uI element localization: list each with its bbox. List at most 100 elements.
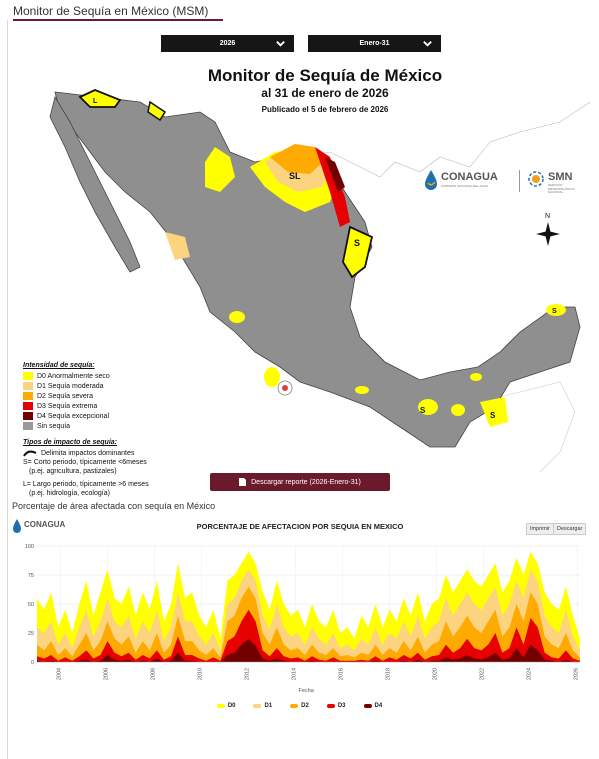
- download-report-button[interactable]: Descargar reporte (2026-Enero-31): [210, 473, 390, 491]
- drought-d0-area: [78, 89, 122, 108]
- legend-label: Delimita impactos dominantes: [41, 449, 135, 457]
- smn-sun-icon: [528, 171, 544, 187]
- chart-legend-item-d3[interactable]: D3: [326, 703, 346, 709]
- smn-logo-subtext: SERVICIO METEOROLÓGICO NACIONAL: [548, 183, 575, 194]
- conagua-drop-icon: [13, 519, 21, 533]
- year-select[interactable]: 2026: [161, 35, 294, 52]
- y-tick-label: 0: [31, 660, 34, 666]
- x-tick-label: 2014: [292, 668, 298, 680]
- drought-d0-area: [470, 373, 482, 381]
- chart-legend-label: D0: [227, 703, 236, 709]
- drought-d2-area: [270, 144, 325, 174]
- download-chart-button[interactable]: Descargar: [553, 523, 587, 535]
- smn-logo: SMN SERVICIO METEOROLÓGICO NACIONAL: [527, 168, 587, 196]
- central-america-outline: [479, 381, 576, 473]
- date-select[interactable]: Enero-31: [308, 35, 441, 52]
- chevron-down-icon: [423, 41, 432, 47]
- chart-legend-label: D3: [337, 703, 346, 709]
- drought-d3-area: [315, 147, 350, 227]
- logo-separator: [519, 170, 520, 192]
- legend-swatch: [363, 704, 372, 708]
- x-tick-label: 2018: [386, 668, 392, 680]
- chart-legend-item-d4[interactable]: D4: [363, 703, 383, 709]
- legend-swatch: [23, 422, 33, 430]
- y-tick-label: 25: [28, 631, 34, 637]
- title-underline: [13, 19, 223, 21]
- area-series-d4: [37, 638, 580, 662]
- legend-swatch: [216, 704, 225, 708]
- x-axis-label: Fecha: [299, 688, 315, 694]
- chart-title: PORCENTAJE DE AFECTACION POR SEQUIA EN M…: [196, 522, 404, 531]
- chart-legend-label: D4: [374, 703, 383, 709]
- legend-swatch: [290, 704, 299, 708]
- legend-swatch: [23, 402, 33, 410]
- y-tick-label: 75: [28, 573, 34, 579]
- legend-label: D2 Sequía severa: [37, 392, 94, 400]
- legend-item: D2 Sequía severa: [23, 391, 173, 401]
- chart-legend-label: D1: [264, 703, 273, 709]
- drought-d0-area: [355, 386, 369, 394]
- map-title: Monitor de Sequía de México: [207, 66, 443, 85]
- year-select-value: 2026: [219, 40, 236, 47]
- legend-label: D0 Anormalmente seco: [37, 372, 110, 380]
- legend-label: Sin sequía: [37, 422, 71, 430]
- map-label-s: S: [354, 238, 360, 248]
- document-icon: [239, 478, 247, 486]
- legend-impact-line: Delimita impactos dominantes: [23, 448, 173, 458]
- chart-plot: 0 25 50 75 100 2004 2006 2008 2010 2012 2014 2016 20…: [25, 544, 580, 694]
- map-label-sl: SL: [289, 171, 301, 181]
- y-tick-label: 50: [28, 602, 34, 608]
- page-title: Monitor de Sequía en México (MSM): [13, 4, 209, 18]
- x-tick-label: 2026: [574, 668, 580, 680]
- mexico-map: SL S L S S S N: [49, 89, 591, 473]
- chart-legend-item-d2[interactable]: D2: [290, 703, 309, 709]
- download-report-label: Descargar reporte (2026-Enero-31): [251, 478, 361, 486]
- chart-legend: D0 D1 D2 D3 D4: [0, 703, 599, 709]
- legend-item: Sin sequía: [23, 421, 173, 431]
- compass-north-label: N: [545, 213, 550, 220]
- drought-d0-area: [205, 147, 235, 192]
- legend-impact-l: L= Largo periodo, típicamente >6 meses: [23, 481, 149, 488]
- legend-impact-s: S= Corto periodo, típicamente <6meses: [23, 459, 147, 466]
- x-tick-label: 2022: [480, 668, 486, 680]
- x-tick-label: 2020: [433, 668, 439, 680]
- map-label-s: S: [552, 308, 557, 315]
- legend-label: D4 Sequía excepcional: [37, 412, 109, 420]
- chart-legend-item-d0[interactable]: D0: [216, 703, 236, 709]
- legend-swatch: [253, 704, 262, 708]
- map-label-l: L: [93, 98, 98, 105]
- conagua-logo: CONAGUA COMISIÓN NACIONAL DEL AGUA: [424, 167, 514, 197]
- legend-impact-title: Tipos de impacto de sequía:: [23, 439, 118, 446]
- drought-d0-area: [418, 399, 438, 415]
- legend-item: D3 Sequía extrema: [23, 401, 173, 411]
- drought-d0-area: [451, 404, 465, 416]
- smn-logo-text: SMN: [548, 171, 573, 183]
- legend-swatch: [23, 392, 33, 400]
- area-series-d2: [37, 586, 580, 662]
- chart-section-title: Porcentaje de área afectada con sequía e…: [12, 501, 216, 511]
- x-tick-label: 2006: [104, 668, 110, 680]
- legend-item: D4 Sequía excepcional: [23, 411, 173, 421]
- legend-label: D1 Sequía moderada: [37, 382, 104, 390]
- map-published: Publicado el 5 de febrero de 2026: [261, 105, 389, 114]
- chart-logo-text: CONAGUA: [24, 520, 66, 529]
- chart-legend-item-d1[interactable]: D1: [253, 703, 272, 709]
- x-tick-label: 2016: [339, 668, 345, 680]
- x-tick-label: 2008: [151, 668, 157, 680]
- print-button[interactable]: Imprimir: [526, 523, 554, 535]
- map-subtitle: al 31 de enero de 2026: [261, 86, 389, 100]
- conagua-logo-text: CONAGUA: [441, 171, 498, 183]
- x-tick-label: 2024: [527, 668, 533, 680]
- drought-d1-area: [165, 232, 190, 260]
- page-left-rule: [7, 20, 8, 759]
- legend-item: D0 Anormalmente seco: [23, 371, 173, 381]
- area-series-d3: [37, 609, 580, 662]
- legend-impact-s-detail: (p.ej. agricultura, pastizales): [29, 468, 117, 475]
- legend-swatch: [23, 372, 33, 380]
- conagua-drop-icon: [425, 170, 437, 190]
- chevron-down-icon: [276, 41, 285, 47]
- map-legend: Intensidad de sequía: D0 Anormalmente se…: [23, 362, 173, 498]
- y-tick-label: 100: [25, 544, 34, 550]
- x-tick-label: 2004: [57, 668, 63, 680]
- legend-item: D1 Sequía moderada: [23, 381, 173, 391]
